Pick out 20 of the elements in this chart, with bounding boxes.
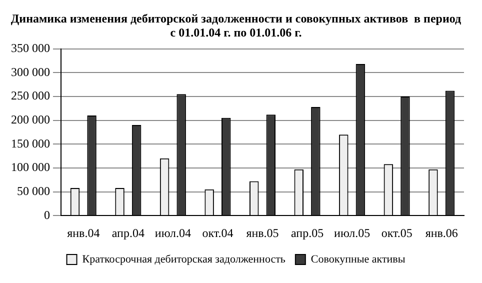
x-tick-label: апр.05 [290, 226, 324, 240]
y-tick-label: 50 000 [17, 184, 50, 198]
x-tick-label: окт.05 [381, 226, 412, 240]
legend-label: Совокупные активы [310, 253, 406, 266]
y-tick-label: 300 000 [11, 64, 50, 79]
x-tick-label: окт.04 [202, 226, 234, 240]
y-tick-label: 150 000 [11, 136, 50, 150]
chart-title: Динамика изменения дебиторской задолженности и совокупных активов в период с 01.01.04 г. по 01.01.06 г. [10, 11, 462, 40]
x-tick-label: янв.06 [425, 226, 458, 240]
y-tick-label: 100 000 [11, 160, 50, 174]
y-tick-label: 0 [44, 208, 50, 222]
y-tick-label: 350 000 [11, 40, 50, 55]
legend-label: Краткосрочная дебиторская задолженность [82, 253, 286, 266]
x-tick-label: янв.04 [67, 226, 100, 240]
x-tick-label: июл.04 [154, 226, 191, 240]
y-tick-label: 250 000 [11, 88, 50, 103]
x-tick-label: апр.04 [112, 226, 144, 240]
x-tick-label: июл.05 [334, 226, 370, 240]
x-tick-label: янв.05 [246, 226, 279, 240]
y-tick-label: 200 000 [11, 112, 50, 126]
